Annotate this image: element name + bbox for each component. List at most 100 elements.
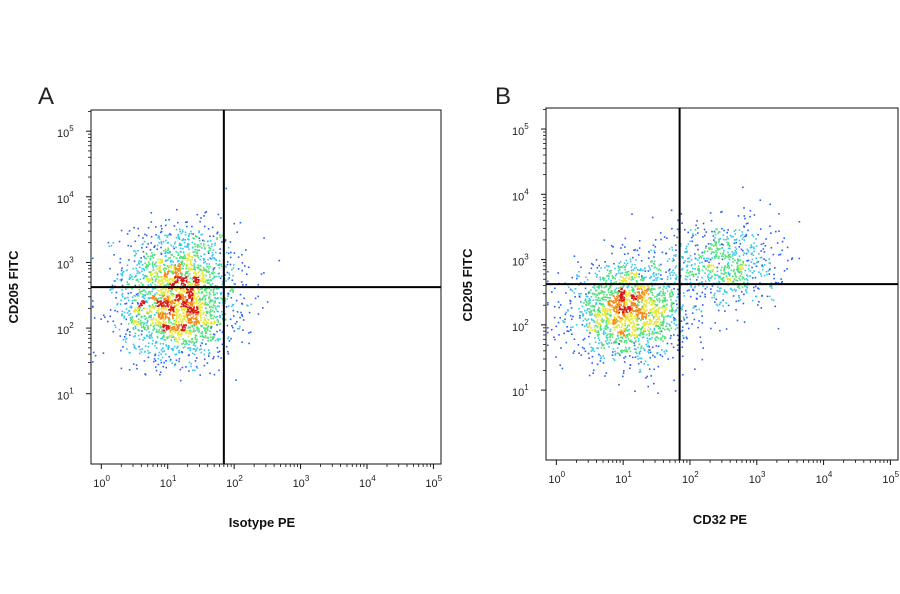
data-point	[634, 292, 637, 295]
data-point	[120, 323, 123, 325]
data-point	[613, 290, 616, 292]
data-point	[728, 245, 731, 247]
data-point	[658, 264, 661, 267]
data-point	[177, 221, 179, 224]
data-point	[697, 248, 699, 251]
data-point	[142, 300, 145, 302]
data-point	[609, 272, 612, 274]
data-point	[696, 220, 698, 222]
data-point	[129, 274, 131, 276]
data-point	[203, 322, 205, 325]
data-point	[164, 272, 167, 275]
data-point	[139, 348, 141, 351]
data-point	[631, 272, 633, 275]
data-point	[677, 339, 680, 341]
data-point	[205, 336, 207, 339]
data-point	[622, 337, 624, 339]
data-point	[205, 312, 208, 314]
data-point	[187, 259, 189, 262]
data-point	[194, 260, 197, 263]
data-point	[642, 269, 644, 272]
data-point	[212, 270, 214, 272]
data-point	[235, 299, 238, 302]
data-point	[190, 333, 192, 335]
data-point	[212, 288, 215, 291]
data-point	[204, 211, 206, 214]
data-point	[598, 322, 601, 325]
data-point	[140, 319, 142, 322]
data-point	[204, 268, 206, 271]
data-point	[233, 315, 235, 317]
data-point	[225, 251, 228, 254]
data-point	[147, 255, 149, 258]
data-point	[113, 254, 115, 256]
data-point	[624, 268, 626, 271]
data-point	[151, 295, 154, 297]
data-point	[157, 307, 160, 310]
data-point	[791, 258, 793, 261]
data-point	[215, 275, 218, 278]
data-point	[636, 303, 639, 305]
data-point	[190, 230, 192, 233]
data-point	[192, 312, 194, 315]
data-point	[661, 301, 664, 303]
data-point	[714, 231, 716, 233]
data-point	[615, 340, 617, 343]
data-point	[647, 329, 649, 331]
data-point	[204, 336, 206, 339]
data-point	[182, 265, 185, 267]
data-point	[621, 336, 623, 339]
data-point	[147, 284, 150, 286]
data-point	[156, 336, 159, 339]
data-point	[137, 334, 140, 337]
data-point	[188, 306, 191, 309]
data-point	[710, 288, 712, 290]
data-point	[597, 286, 600, 289]
data-point	[735, 248, 738, 250]
data-point	[198, 348, 201, 351]
data-point	[187, 291, 189, 293]
data-point	[637, 254, 640, 256]
data-point	[640, 346, 643, 348]
data-point	[580, 354, 583, 356]
data-point	[187, 314, 190, 316]
data-point	[617, 291, 620, 293]
data-point	[653, 279, 656, 281]
data-point	[165, 307, 167, 310]
data-point	[108, 245, 110, 248]
data-point	[641, 325, 644, 328]
data-point	[155, 340, 157, 343]
data-point	[165, 219, 167, 221]
data-point	[571, 290, 574, 292]
data-point	[645, 276, 647, 279]
data-point	[161, 313, 164, 315]
data-point	[743, 225, 745, 227]
data-point	[126, 264, 129, 266]
data-point	[694, 285, 696, 288]
data-point	[162, 281, 165, 284]
data-point	[134, 240, 137, 243]
data-point	[570, 307, 573, 309]
data-point	[215, 316, 217, 319]
data-point	[734, 233, 737, 235]
data-point	[657, 309, 659, 311]
data-point	[635, 334, 638, 336]
data-point	[164, 264, 166, 266]
data-point	[202, 321, 204, 324]
data-point	[673, 322, 675, 325]
data-point	[178, 315, 180, 317]
data-point	[92, 300, 94, 302]
data-point	[187, 310, 189, 313]
data-point	[160, 361, 163, 364]
data-point	[171, 292, 174, 295]
data-point	[573, 338, 576, 340]
data-point	[769, 285, 771, 288]
data-point	[591, 362, 593, 364]
data-point	[157, 236, 159, 239]
data-point	[153, 328, 155, 330]
data-point	[195, 349, 198, 351]
data-point	[639, 357, 641, 359]
data-point	[211, 243, 213, 245]
data-point	[178, 238, 181, 241]
data-point	[166, 291, 169, 293]
